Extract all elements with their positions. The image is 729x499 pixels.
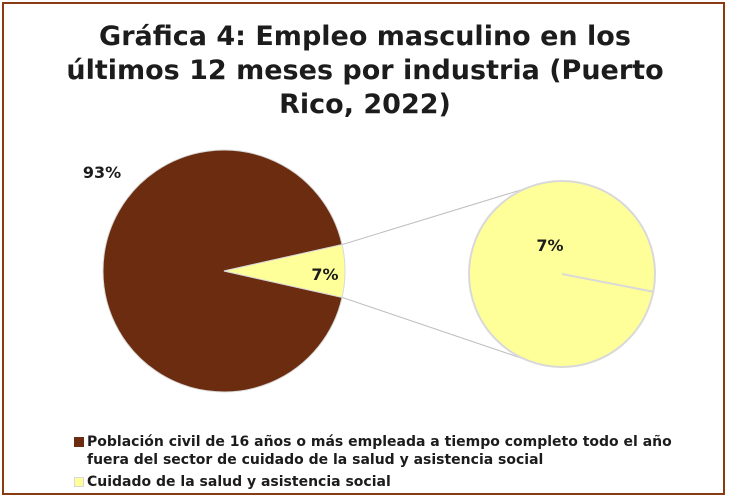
data-label: 93% — [83, 163, 121, 182]
chart-title: Gráfica 4: Empleo masculino en los últim… — [66, 21, 664, 120]
data-labels: 93% 7% 7% — [83, 163, 564, 284]
data-label: 7% — [311, 265, 338, 284]
legend-item: Cuidado de la salud y asistencia social — [74, 473, 714, 491]
primary-pie — [102, 149, 346, 393]
secondary-pie — [468, 180, 656, 368]
legend-label: Población civil de 16 años o más emplead… — [87, 434, 672, 468]
legend-label: Cuidado de la salud y asistencia social — [87, 474, 391, 490]
pie-slice — [223, 244, 346, 298]
data-label: 7% — [536, 236, 563, 255]
legend-swatch — [74, 437, 84, 447]
legend: Población civil de 16 años o más emplead… — [74, 433, 714, 495]
pie-slice — [102, 149, 343, 393]
connector-lines — [341, 188, 525, 360]
legend-item: Población civil de 16 años o más emplead… — [74, 433, 714, 469]
legend-swatch — [74, 477, 84, 487]
connector-line — [341, 188, 525, 246]
connector-line — [341, 296, 525, 360]
secondary-pie-edge — [561, 273, 654, 293]
